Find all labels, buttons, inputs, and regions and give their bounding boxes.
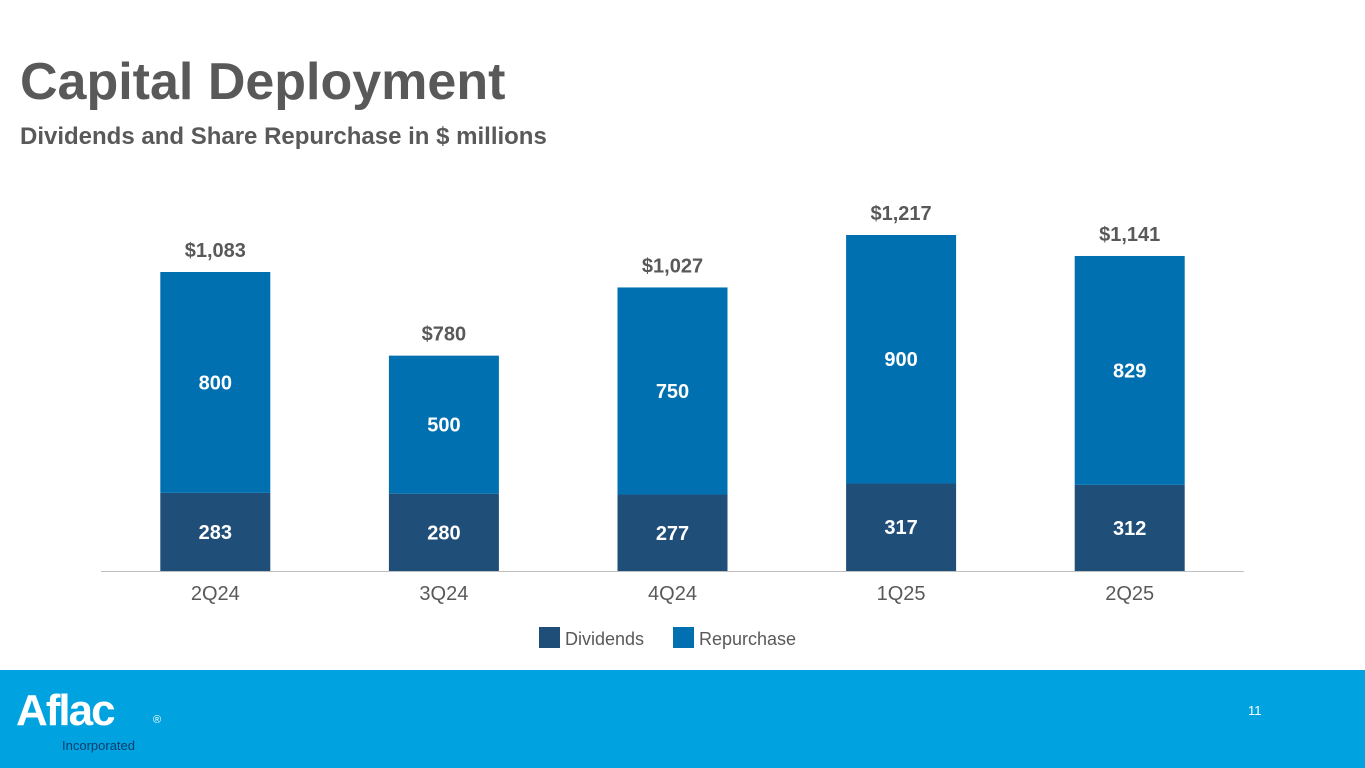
data-label-dividends-4Q24: 277	[656, 523, 689, 545]
total-label-2Q24: $1,083	[185, 240, 246, 262]
bar-dividends-2Q24	[160, 492, 271, 571]
stacked-bar-chart: 283 800 $1,083 2Q24 280 500 $780 3Q24 277 750 $1,0…	[101, 203, 1244, 649]
aflac-logo: Aflac ® Incorporated	[16, 686, 176, 756]
x-tick-label-1Q25: 1Q25	[877, 583, 926, 605]
bar-dividends-2Q25	[1074, 484, 1185, 571]
data-label-dividends-2Q24: 283	[199, 522, 232, 544]
logo-subtext: Incorporated	[62, 738, 135, 753]
page-number: 11	[1248, 703, 1262, 718]
registered-mark: ®	[153, 714, 162, 726]
total-label-2Q25: $1,141	[1099, 224, 1160, 246]
x-tick-label-4Q24: 4Q24	[648, 583, 697, 605]
bar-dividends-1Q25	[846, 483, 957, 571]
data-label-dividends-1Q25: 317	[884, 517, 917, 539]
page-subtitle: Dividends and Share Repurchase in $ mill…	[20, 123, 547, 150]
total-label-1Q25: $1,217	[871, 203, 932, 225]
logo-wordmark: Aflac	[16, 686, 116, 735]
bar-repurchase-4Q24	[617, 287, 728, 495]
data-label-repurchase-1Q25: 900	[884, 349, 917, 371]
data-label-repurchase-3Q24: 500	[427, 415, 460, 437]
x-tick-label-3Q24: 3Q24	[419, 583, 468, 605]
footer-bar: Aflac ® Incorporated 11	[0, 670, 1365, 768]
total-label-3Q24: $780	[422, 324, 467, 346]
data-label-repurchase-2Q24: 800	[199, 372, 232, 394]
x-tick-label-2Q24: 2Q24	[191, 583, 240, 605]
data-label-repurchase-2Q25: 829	[1113, 360, 1146, 382]
bar-dividends-3Q24	[388, 493, 499, 571]
legend-swatch-repurchase	[673, 627, 694, 648]
data-label-dividends-2Q25: 312	[1113, 518, 1146, 540]
bar-repurchase-2Q24	[160, 271, 271, 493]
total-label-4Q24: $1,027	[642, 255, 703, 277]
bar-dividends-4Q24	[617, 494, 728, 571]
data-label-repurchase-4Q24: 750	[656, 381, 689, 403]
bar-repurchase-1Q25	[846, 235, 957, 484]
bar-repurchase-2Q25	[1074, 255, 1185, 485]
legend-label-repurchase: Repurchase	[699, 629, 796, 649]
legend-label-dividends: Dividends	[565, 629, 644, 649]
data-label-dividends-3Q24: 280	[427, 522, 460, 544]
page-title: Capital Deployment	[20, 53, 506, 111]
bar-repurchase-3Q24	[388, 355, 499, 494]
legend-swatch-dividends	[539, 627, 560, 648]
x-tick-label-2Q25: 2Q25	[1105, 583, 1154, 605]
